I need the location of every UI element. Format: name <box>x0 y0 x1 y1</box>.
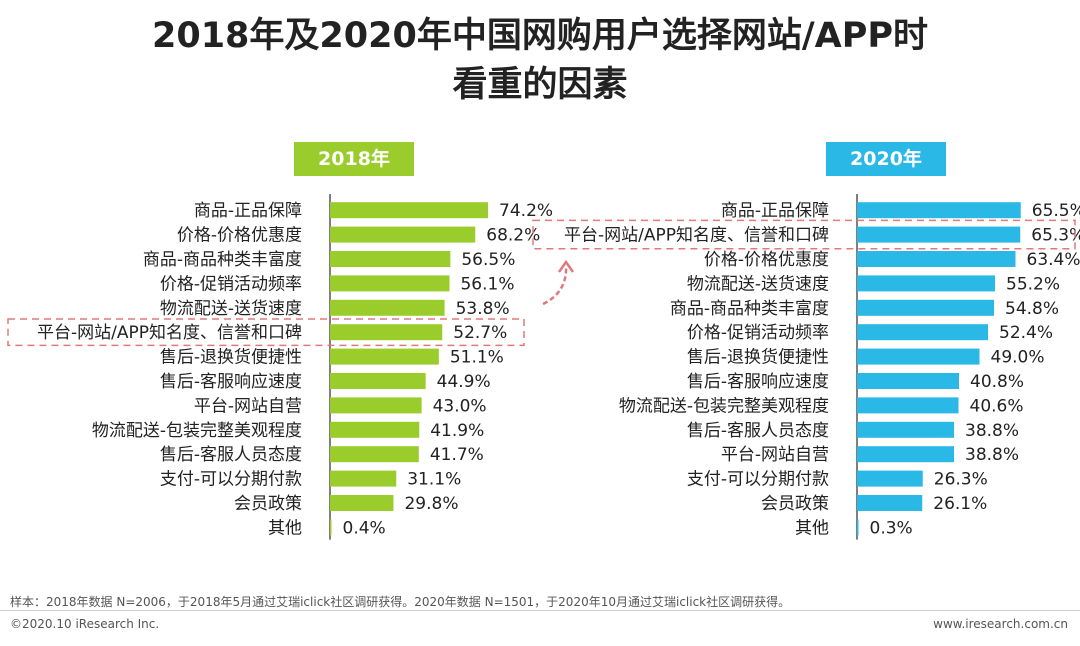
bar-2018 <box>330 373 426 389</box>
category-label-2020: 商品-正品保障 <box>721 201 829 221</box>
bar-2018 <box>330 397 422 414</box>
bar-2020 <box>857 495 923 511</box>
website-text: www.iresearch.com.cn <box>933 617 1068 631</box>
category-label-2020: 其他 <box>795 518 829 538</box>
value-label-2018: 52.7% <box>453 323 507 343</box>
bar-2018 <box>330 446 419 463</box>
category-label-2018: 会员政策 <box>234 494 302 514</box>
value-label-2018: 44.9% <box>437 372 491 392</box>
value-label-2018: 29.8% <box>404 494 458 514</box>
category-label-2020: 支付-可以分期付款 <box>687 470 829 490</box>
category-label-2018: 售后-客服响应速度 <box>160 372 302 392</box>
category-label-2020: 商品-商品种类丰富度 <box>670 299 829 319</box>
bar-2020 <box>857 348 980 365</box>
panel-title-2020: 2020年 <box>826 142 946 176</box>
bar-2018 <box>330 421 420 438</box>
chart-title-line-1: 2018年及2020年中国网购用户选择网站/APP时 <box>152 16 928 56</box>
category-label-2018: 支付-可以分期付款 <box>160 470 302 490</box>
value-label-2018: 53.8% <box>456 299 510 319</box>
category-label-2018: 平台-网站自营 <box>194 396 302 416</box>
category-label-2018: 物流配送-送货速度 <box>160 299 302 319</box>
category-label-2018: 价格-促销活动频率 <box>160 274 302 294</box>
category-label-2020: 物流配送-送货速度 <box>687 274 829 294</box>
footer-divider <box>0 610 1080 611</box>
category-label-2018: 其他 <box>268 518 302 538</box>
bar-2020 <box>857 251 1016 267</box>
value-label-2020: 38.8% <box>965 421 1019 441</box>
value-label-2018: 74.2% <box>499 201 553 221</box>
value-label-2020: 52.4% <box>999 323 1053 343</box>
category-label-2018: 售后-客服人员态度 <box>160 445 302 465</box>
value-label-2018: 41.7% <box>430 445 484 465</box>
value-label-2018: 41.9% <box>430 421 484 441</box>
category-label-2020: 价格-价格优惠度 <box>704 250 829 270</box>
bar-2020 <box>857 324 988 341</box>
category-label-2020: 售后-客服响应速度 <box>687 372 829 392</box>
chart-title-line-2: 看重的因素 <box>452 65 628 105</box>
bar-2018 <box>330 226 476 243</box>
bar-2020 <box>857 446 954 463</box>
bar-2020 <box>857 275 995 292</box>
highlight-box-2018 <box>7 318 525 347</box>
bar-2020 <box>857 373 959 389</box>
value-label-2018: 68.2% <box>486 226 540 246</box>
value-label-2020: 49.0% <box>991 348 1045 368</box>
value-label-2018: 31.1% <box>407 470 461 490</box>
bar-2018 <box>330 202 489 219</box>
bar-2018 <box>330 299 445 316</box>
bar-2018 <box>330 275 450 292</box>
value-label-2020: 40.6% <box>970 396 1024 416</box>
category-label-2020: 会员政策 <box>761 494 829 514</box>
value-label-2020: 40.8% <box>970 372 1024 392</box>
value-label-2018: 0.4% <box>343 518 386 538</box>
chart-title: 2018年及2020年中国网购用户选择网站/APP时 看重的因素 <box>0 12 1080 110</box>
bar-2018 <box>330 519 332 536</box>
value-label-2020: 55.2% <box>1006 274 1060 294</box>
value-label-2020: 38.8% <box>965 445 1019 465</box>
sample-note: 样本：2018年数据 N=2006，于2018年5月通过艾瑞iclick社区调研… <box>10 595 791 609</box>
bar-2020 <box>857 470 923 487</box>
value-label-2018: 51.1% <box>450 348 504 368</box>
value-label-2018: 56.5% <box>461 250 515 270</box>
bar-2018 <box>330 251 451 267</box>
bar-2018 <box>330 348 439 365</box>
value-label-2018: 43.0% <box>433 396 487 416</box>
category-label-2018: 售后-退换货便捷性 <box>160 348 302 368</box>
bar-2020 <box>857 202 1021 219</box>
bar-2018 <box>330 495 394 511</box>
trend-arrow-icon <box>542 265 568 306</box>
category-label-2018: 商品-商品种类丰富度 <box>143 250 302 270</box>
category-label-2020: 售后-客服人员态度 <box>687 421 829 441</box>
category-label-2020: 物流配送-包装完整美观程度 <box>619 396 829 416</box>
bar-2020 <box>857 397 959 414</box>
bar-2020 <box>857 421 954 438</box>
bar-2020 <box>857 299 994 316</box>
bar-2018 <box>330 324 443 341</box>
category-label-2018: 价格-价格优惠度 <box>177 226 302 246</box>
value-label-2020: 65.5% <box>1032 201 1080 221</box>
panel-title-2018: 2018年 <box>294 142 414 176</box>
copyright-text: ©2020.10 iResearch Inc. <box>10 617 160 631</box>
bar-2020 <box>857 519 859 536</box>
highlight-box-2020 <box>532 219 1076 250</box>
trend-arrowhead-icon <box>557 259 575 273</box>
value-label-2020: 26.3% <box>934 470 988 490</box>
value-label-2020: 63.4% <box>1027 250 1080 270</box>
category-label-2020: 平台-网站/APP知名度、信誉和口碑 <box>564 226 829 246</box>
category-label-2018: 平台-网站/APP知名度、信誉和口碑 <box>37 323 302 343</box>
category-label-2020: 价格-促销活动频率 <box>687 323 829 343</box>
value-label-2020: 54.8% <box>1005 299 1059 319</box>
bar-2020 <box>857 226 1021 243</box>
value-label-2020: 65.3% <box>1031 226 1080 246</box>
category-label-2020: 售后-退换货便捷性 <box>687 348 829 368</box>
category-label-2018: 物流配送-包装完整美观程度 <box>92 421 302 441</box>
value-label-2020: 26.1% <box>933 494 987 514</box>
bar-2018 <box>330 470 397 487</box>
category-label-2020: 平台-网站自营 <box>721 445 829 465</box>
value-label-2018: 56.1% <box>460 274 514 294</box>
value-label-2020: 0.3% <box>870 518 913 538</box>
category-label-2018: 商品-正品保障 <box>194 201 302 221</box>
